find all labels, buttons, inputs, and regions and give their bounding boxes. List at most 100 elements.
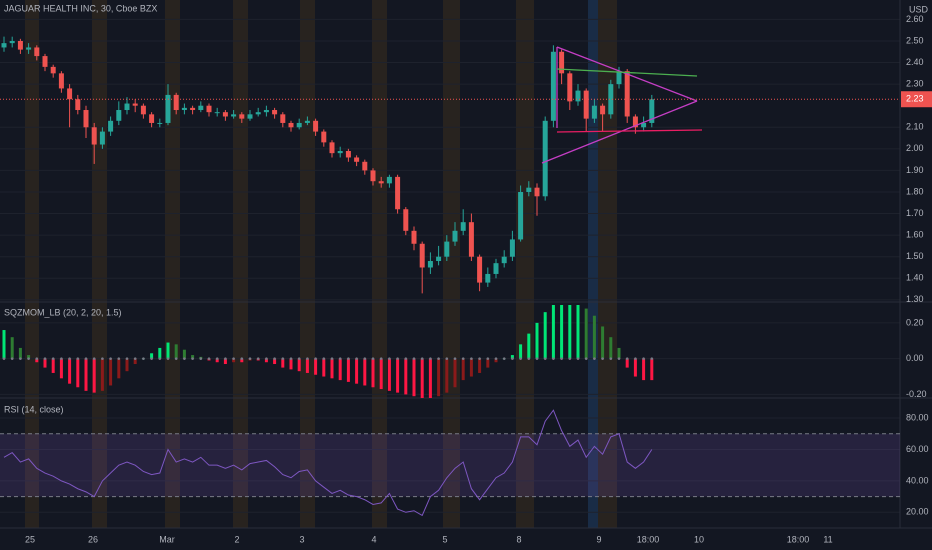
candle-body [91, 127, 97, 145]
squeeze-dot [420, 357, 424, 360]
x-tick-label: 5 [442, 534, 447, 544]
candle-body [575, 90, 581, 102]
y-tick-label: 2.00 [906, 143, 924, 153]
momentum-bar [133, 358, 137, 365]
candle-body [591, 105, 597, 119]
momentum-bar [371, 358, 375, 388]
candle-body [50, 66, 56, 74]
candle-body [452, 230, 458, 242]
momentum-bar [297, 358, 301, 372]
indicator-title: SQZMOM_LB (20, 2, 20, 1.5) [4, 307, 122, 317]
candle-body [550, 51, 556, 121]
momentum-bar [379, 358, 383, 390]
x-tick-label: 25 [25, 534, 35, 544]
candle-body [99, 131, 105, 145]
candle-body [386, 176, 392, 184]
candle-body [436, 256, 442, 262]
momentum-bar [10, 337, 14, 359]
momentum-bar [576, 305, 580, 359]
y-tick-label: 0.00 [906, 353, 924, 363]
candle-body [583, 90, 589, 119]
squeeze-dot [642, 357, 645, 360]
squeeze-dot [617, 357, 621, 360]
y-tick-label: 1.80 [906, 186, 924, 196]
candle-body [641, 122, 647, 128]
candle-body [255, 112, 261, 115]
candle-body [58, 73, 64, 89]
candle-body [124, 103, 130, 111]
momentum-bar [191, 355, 195, 359]
momentum-bar [281, 358, 285, 368]
candle-body [354, 157, 360, 162]
momentum-bar [642, 358, 646, 381]
squeeze-dot [330, 357, 334, 360]
y-tick-label: 2.10 [906, 122, 924, 132]
momentum-bar [412, 358, 416, 397]
momentum-bar [469, 358, 473, 377]
momentum-bar [355, 358, 359, 384]
candle-body [608, 84, 614, 115]
momentum-bar [396, 358, 400, 393]
indicator-title: RSI (14, close) [4, 404, 64, 414]
candle-body [304, 120, 310, 123]
squeeze-dot [461, 357, 465, 360]
candle-body [370, 170, 376, 182]
candle-body [190, 107, 196, 111]
candle-body [378, 181, 384, 184]
y-tick-label: 1.90 [906, 165, 924, 175]
y-tick-label: 60.00 [906, 444, 929, 454]
squeeze-dot [43, 357, 47, 360]
candle-body [108, 120, 114, 132]
momentum-bar [428, 358, 432, 398]
candle-body [83, 110, 89, 128]
momentum-bar [289, 358, 293, 370]
squeeze-dot [388, 357, 391, 360]
squeeze-dot [396, 357, 399, 360]
squeeze-dot [248, 357, 252, 360]
candle-body [75, 99, 81, 111]
squeeze-dot [437, 357, 440, 360]
session-band-blue [588, 0, 598, 528]
y-tick-label: 40.00 [906, 475, 929, 485]
candle-body [1, 43, 7, 48]
squeeze-dot [265, 357, 268, 360]
candle-body [624, 71, 630, 117]
squeeze-dot [84, 357, 88, 360]
x-tick-label: 2 [234, 534, 239, 544]
squeeze-dot [552, 357, 555, 360]
squeeze-dot [142, 357, 145, 360]
momentum-bar [215, 358, 219, 363]
candle-body [345, 151, 351, 158]
momentum-bar [100, 358, 104, 391]
momentum-bar [27, 355, 31, 359]
squeeze-dot [494, 357, 498, 360]
momentum-bar [59, 358, 63, 379]
squeeze-dot [92, 357, 96, 360]
candle-body [132, 103, 138, 106]
candle-body [477, 256, 483, 283]
rsi-line [3, 409, 653, 517]
squeeze-dot [2, 357, 6, 360]
momentum-bar [568, 305, 572, 359]
squeeze-dot [191, 357, 194, 360]
squeeze-dot [650, 357, 654, 360]
candle-body [239, 114, 245, 119]
squeeze-dot [150, 357, 153, 360]
candle-body [280, 114, 286, 123]
x-tick-label: 26 [88, 534, 98, 544]
momentum-bar [273, 358, 277, 365]
candle-body [362, 161, 368, 171]
squeeze-dot [634, 357, 637, 360]
candle-body [632, 116, 638, 128]
squeeze-dot [486, 357, 490, 360]
squeeze-dot [273, 357, 276, 360]
squeeze-dot [281, 357, 285, 360]
y-tick-label: 1.30 [906, 294, 924, 304]
squeeze-dot [232, 357, 235, 360]
momentum-bar [601, 326, 605, 359]
candle-body [272, 110, 278, 115]
squeeze-dot [412, 357, 416, 360]
momentum-bar [560, 305, 564, 359]
candle-body [485, 273, 491, 283]
y-tick-label: 2.30 [906, 79, 924, 89]
